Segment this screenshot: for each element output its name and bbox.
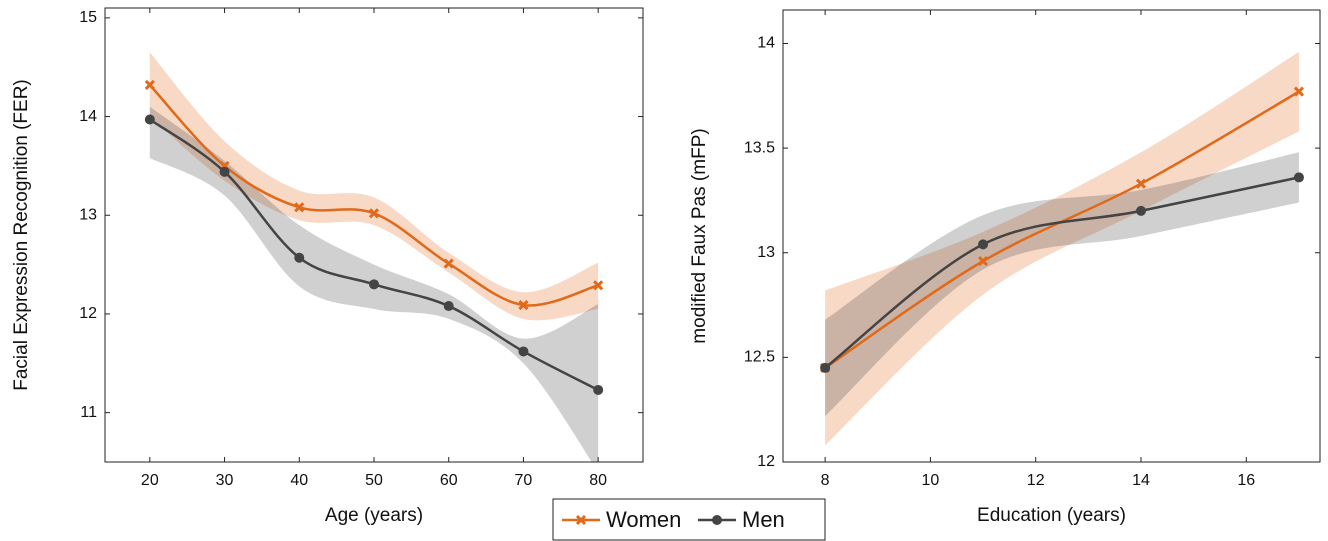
marker	[977, 256, 989, 267]
confidence-band	[825, 152, 1299, 416]
x-tick-label: 60	[440, 472, 458, 489]
x-tick-label: 50	[365, 472, 383, 489]
marker	[820, 362, 831, 373]
marker	[593, 280, 604, 291]
y-tick-label: 12	[757, 453, 775, 470]
y-tick-label: 14	[79, 108, 97, 125]
legend-marker	[575, 514, 587, 526]
x-tick-label: 8	[821, 472, 830, 489]
y-tick-label: 13.5	[744, 139, 775, 156]
marker	[443, 258, 454, 269]
marker	[1293, 172, 1304, 183]
series-line	[824, 176, 1300, 369]
legend-marker	[712, 515, 722, 525]
marker	[518, 300, 529, 311]
marker	[1136, 205, 1146, 216]
x-tick-label: 16	[1237, 472, 1255, 489]
y-tick-label: 15	[79, 9, 97, 26]
marker	[294, 202, 305, 213]
marker	[518, 346, 529, 357]
y-tick-label: 12	[79, 305, 97, 322]
marker	[443, 301, 454, 312]
y-axis-label: modified Faux Pas (mFP)	[689, 128, 710, 343]
marker	[593, 384, 604, 395]
y-tick-label: 12.5	[744, 349, 775, 366]
x-tick-label: 40	[290, 472, 308, 489]
axis-frame	[782, 9, 1321, 463]
marker	[144, 114, 155, 125]
marker	[978, 239, 989, 250]
x-tick-label: 20	[141, 472, 159, 489]
x-tick-label: 30	[216, 472, 234, 489]
marker	[144, 79, 155, 91]
x-tick-label: 10	[922, 472, 940, 489]
x-tick-label: 14	[1132, 472, 1150, 489]
plot-area	[144, 52, 604, 462]
marker	[1293, 86, 1305, 97]
legend-label: Women	[606, 507, 681, 532]
y-axis-label: Facial Expression Recognition (FER)	[11, 79, 32, 391]
y-tick-label: 11	[80, 404, 97, 421]
marker	[369, 279, 379, 290]
x-tick-label: 70	[515, 472, 533, 489]
x-tick-label: 80	[589, 472, 607, 489]
x-axis-label: Education (years)	[977, 505, 1126, 526]
y-tick-label: 14	[757, 35, 775, 52]
confidence-band	[825, 51, 1299, 446]
x-tick-label: 12	[1027, 472, 1045, 489]
marker	[1135, 178, 1147, 189]
marker	[219, 166, 230, 177]
marker	[368, 208, 380, 219]
legend-label: Men	[742, 507, 785, 532]
marker	[294, 252, 305, 263]
y-tick-label: 13	[79, 206, 97, 223]
plot-area	[820, 51, 1305, 446]
y-tick-label: 13	[757, 244, 775, 261]
x-axis-label: Age (years)	[325, 505, 423, 526]
